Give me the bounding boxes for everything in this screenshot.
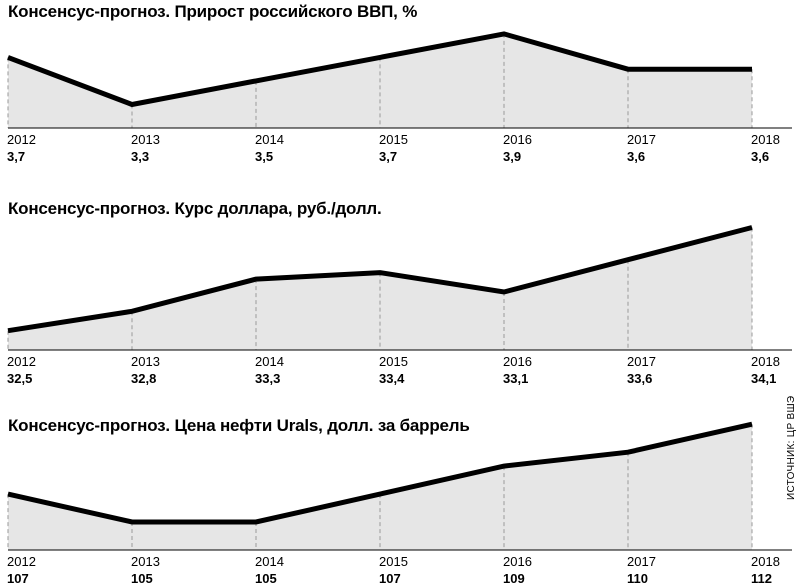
data-label: 112 [751,571,772,586]
gdp-chart-panel: Консенсус-прогноз. Прирост российского В… [0,0,800,180]
data-label: 105 [255,571,277,586]
data-label: 110 [627,571,648,586]
data-label: 3,7 [379,149,398,164]
x-tick-label: 2013 [131,554,160,569]
data-label: 3,6 [627,149,646,164]
x-tick-label: 2012 [7,132,36,147]
x-tick-label: 2014 [255,354,284,369]
x-tick-label: 2012 [7,554,36,569]
x-tick-label: 2015 [379,354,408,369]
data-label: 33,4 [379,371,405,386]
data-label: 3,7 [7,149,26,164]
series-line [7,421,753,525]
x-tick-label: 2016 [503,554,532,569]
x-tick-label: 2014 [255,554,284,569]
area-fill [8,424,752,550]
x-tick-label: 2013 [131,354,160,369]
urals-chart-panel: Консенсус-прогноз. Цена нефти Urals, дол… [0,410,800,588]
x-tick-label: 2018 [751,354,780,369]
urals-chart-plot [7,421,792,551]
x-tick-label: 2018 [751,132,780,147]
chart-title: Консенсус-прогноз. Прирост российского В… [8,2,418,21]
usd-rate-chart-panel: Консенсус-прогноз. Курс доллара, руб./до… [0,195,800,386]
data-label: 33,6 [627,371,653,386]
data-label: 33,1 [503,371,529,386]
series-line [7,31,752,108]
x-tick-label: 2017 [627,132,656,147]
data-label: 107 [7,571,29,586]
x-tick-label: 2015 [379,132,408,147]
data-label: 3,5 [255,149,274,164]
source-note: ИСТОЧНИК: ЦР ВШЭ [786,395,797,500]
chart-title: Консенсус-прогноз. Цена нефти Urals, дол… [8,416,470,435]
x-tick-label: 2017 [627,354,656,369]
data-label: 107 [379,571,401,586]
data-label: 34,1 [751,371,777,386]
data-label: 105 [131,571,153,586]
data-label: 32,8 [131,371,157,386]
x-tick-label: 2015 [379,554,408,569]
x-tick-label: 2013 [131,132,160,147]
data-label: 3,9 [503,149,522,164]
data-label: 3,6 [751,149,770,164]
x-tick-label: 2018 [751,554,780,569]
x-tick-label: 2017 [627,554,656,569]
data-label: 33,3 [255,371,281,386]
x-tick-label: 2012 [7,354,36,369]
series-line [7,225,753,334]
gdp-chart-plot [7,31,792,129]
chart-title: Консенсус-прогноз. Курс доллара, руб./до… [8,199,382,218]
x-tick-label: 2014 [255,132,284,147]
x-tick-label: 2016 [503,132,532,147]
x-tick-label: 2016 [503,354,532,369]
usd-rate-chart-plot [7,225,792,351]
data-label: 109 [503,571,525,586]
data-label: 3,3 [131,149,150,164]
data-label: 32,5 [7,371,33,386]
